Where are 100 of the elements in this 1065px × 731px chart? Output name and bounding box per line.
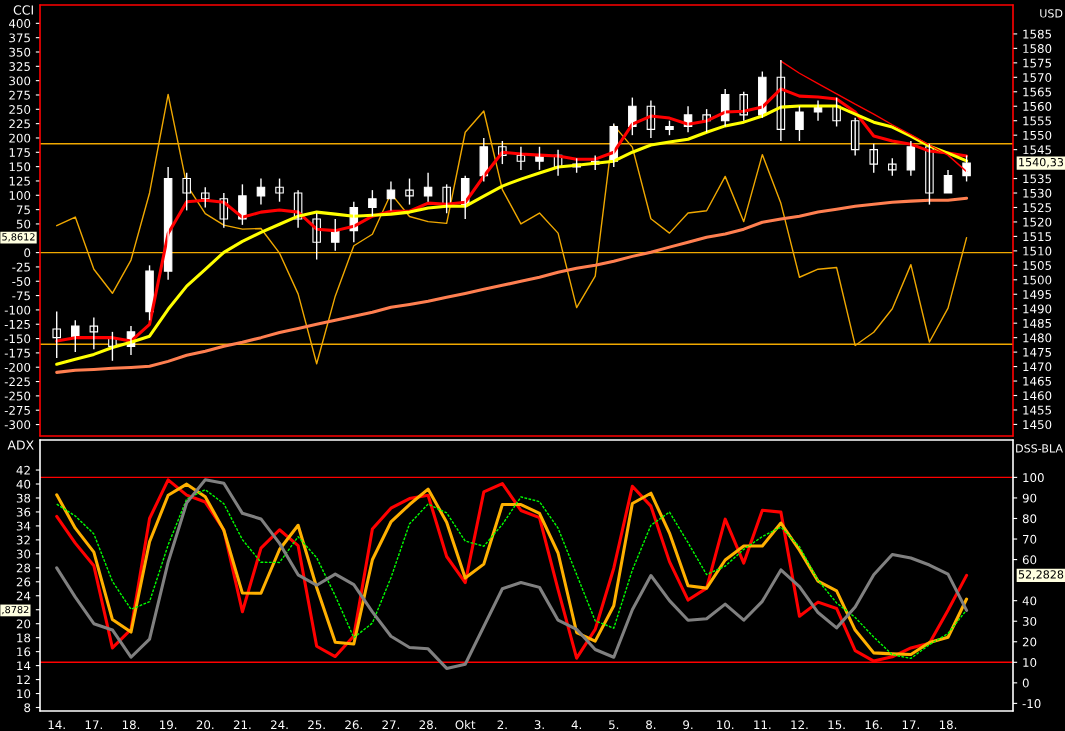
candlestick (795, 105, 804, 142)
y-tick-label: 36 (16, 507, 31, 517)
y-tick-label: 32 (16, 535, 30, 545)
y2-tick-label: -300 (4, 420, 31, 430)
y-axis-title: USD (1040, 9, 1063, 18)
y2-tick-label: 400 (9, 19, 31, 28)
y2-tick-label: 50 (16, 219, 31, 229)
x-tick-label: 17. (85, 720, 102, 729)
candlestick (89, 316, 99, 350)
y2-tick-label: 100 (1023, 473, 1044, 483)
y2-tick-label: 225 (9, 119, 30, 129)
y-tick-label: 1480 (1023, 333, 1052, 343)
y-tick-label: 12 (17, 675, 30, 685)
y-tick-label: 24 (16, 591, 31, 601)
y2-tick-label: 80 (1022, 514, 1037, 524)
y-tick-label: 1460 (1023, 391, 1052, 401)
y2-tick-label: -175 (4, 348, 30, 358)
y2-tick-label: 175 (9, 148, 30, 157)
y2-tick-label: 325 (9, 62, 30, 71)
y2-tick-label: -50 (12, 276, 31, 286)
candlestick (200, 186, 210, 209)
y2-tick-label: 375 (9, 33, 30, 43)
y2-tick-label: -100 (4, 305, 31, 315)
y-tick-label: 1585 (1023, 29, 1052, 39)
y2-tick-label: 300 (9, 76, 31, 86)
x-tick-label: 19. (160, 720, 177, 730)
x-tick-label: 20. (196, 720, 214, 730)
y2-tick-label: 250 (9, 105, 31, 114)
y-tick-label: 38 (16, 493, 31, 503)
y-tick-label: 1495 (1023, 289, 1052, 299)
candlestick (52, 310, 61, 359)
y-tick-label: 1580 (1023, 44, 1052, 54)
y-tick-label: 8 (24, 703, 31, 713)
y-tick-label: 1465 (1023, 376, 1052, 386)
x-tick-label: 11. (754, 720, 771, 729)
y-tick-label: 40 (16, 479, 31, 489)
x-tick-label: 27. (382, 720, 400, 729)
text: 5,8612 (2, 233, 35, 242)
candlestick (869, 143, 879, 174)
y2-tick-label: 70 (1023, 534, 1037, 544)
y2-tick-label: -10 (1022, 699, 1041, 709)
y-tick-label: 1565 (1023, 87, 1052, 97)
y2-tick-label: 150 (9, 162, 31, 172)
y-tick-label: 1455 (1023, 405, 1052, 415)
y-tick-label: 1490 (1023, 304, 1052, 314)
y-tick-label: 34 (16, 521, 31, 531)
y-tick-label: 16 (17, 647, 31, 657)
x-tick-label: 9. (683, 720, 693, 730)
x-tick-label: 4. (571, 720, 581, 729)
y-tick-label: 28 (16, 563, 31, 573)
y-tick-label: 1525 (1023, 203, 1052, 213)
candlestick (275, 177, 284, 203)
y2-tick-label: 200 (9, 133, 31, 143)
y-tick-label: 14 (17, 661, 31, 671)
y2-tick-label: 90 (1022, 493, 1037, 503)
y-axis-title: ADX (7, 440, 34, 450)
y-tick-label: 1530 (1023, 188, 1052, 198)
x-tick-label: 2. (497, 720, 507, 729)
x-tick-label: 12. (791, 720, 808, 729)
y-tick-label: 42 (16, 465, 30, 475)
y-tick-label: 1510 (1023, 246, 1052, 256)
x-tick-label: 25. (308, 720, 325, 730)
text: 52,2828 (1018, 570, 1064, 580)
x-tick-label: 28. (419, 720, 437, 730)
y-tick-label: 18 (17, 633, 31, 643)
y-tick-label: 1520 (1023, 217, 1052, 227)
y2-tick-label: -25 (12, 262, 30, 272)
y2-tick-label: -150 (4, 334, 31, 344)
candlestick (182, 172, 191, 212)
y-tick-label: 1570 (1023, 73, 1052, 82)
y-tick-label: 30 (16, 549, 31, 559)
y2-tick-label: 75 (16, 205, 30, 215)
y2-tick-label: -75 (12, 291, 30, 301)
x-tick-label: Okt (455, 720, 476, 730)
x-tick-label: 24. (271, 720, 288, 729)
x-tick-label: 18. (122, 720, 140, 730)
x-tick-label: 21. (233, 720, 251, 729)
y2-tick-label: 275 (9, 90, 30, 100)
y-tick-label: 1545 (1023, 145, 1052, 155)
x-tick-label: 10. (717, 720, 734, 730)
y-tick-label: 1485 (1023, 318, 1052, 328)
x-tick-label: 14. (48, 720, 65, 729)
y2-tick-label: -250 (4, 391, 31, 401)
y2-tick-label: 125 (9, 176, 30, 186)
y-tick-label: 1515 (1023, 232, 1052, 242)
text: ,8782 (2, 605, 29, 615)
x-tick-label: 16. (865, 720, 882, 730)
y2-axis-title: CCI (13, 5, 33, 15)
candlestick (368, 189, 377, 217)
candlestick (962, 154, 971, 183)
x-tick-label: 5. (609, 720, 619, 730)
y2-tick-label: -125 (4, 319, 30, 329)
x-tick-label: 8. (646, 720, 656, 730)
x-tick-label: 17. (902, 720, 919, 729)
y2-tick-label: 350 (9, 47, 31, 57)
y-tick-label: 1555 (1023, 116, 1052, 126)
x-tick-label: 15. (828, 720, 845, 730)
y-tick-label: 1560 (1023, 101, 1052, 111)
y-tick-label: 1500 (1023, 275, 1052, 285)
y-tick-label: 20 (16, 619, 31, 629)
